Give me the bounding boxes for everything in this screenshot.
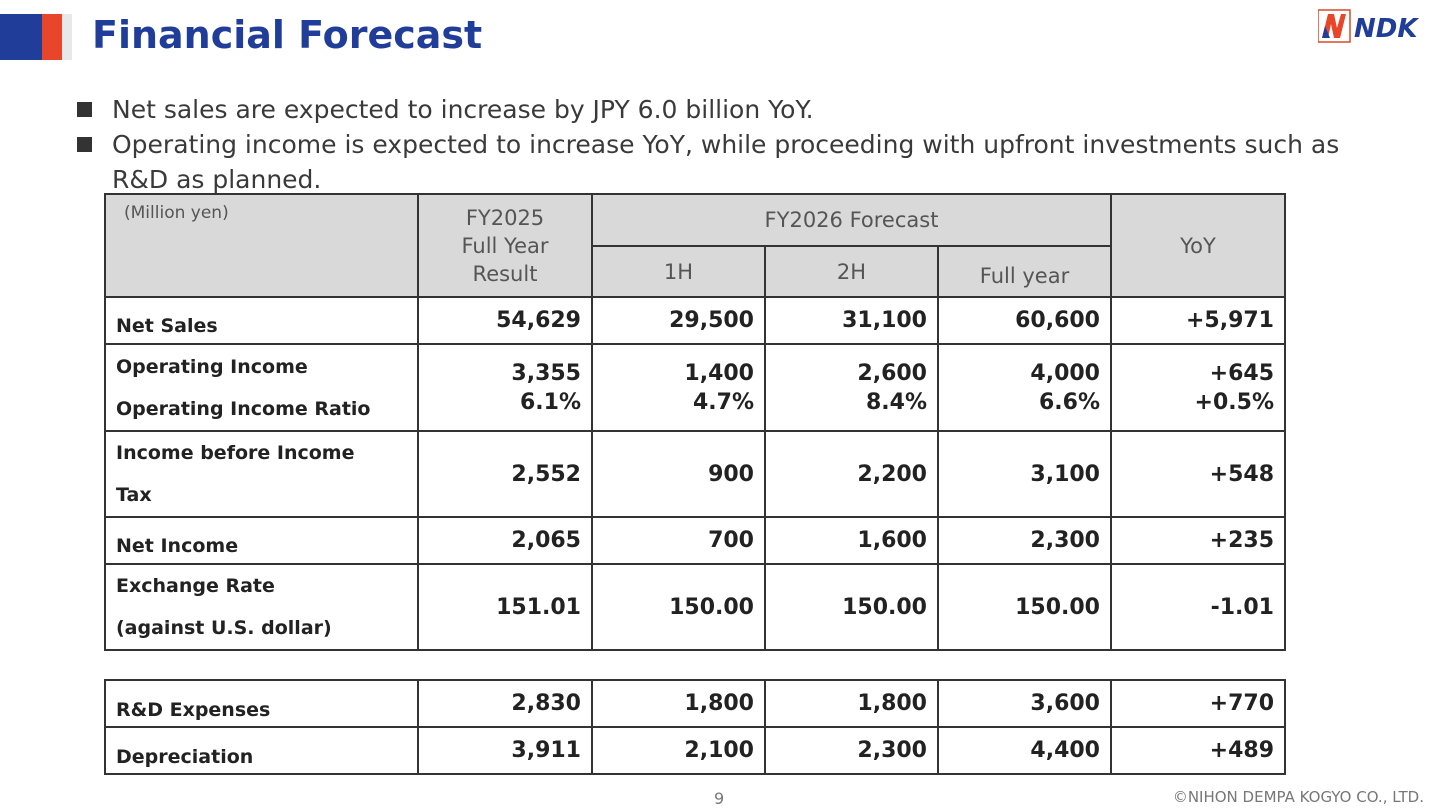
1h-header: 1H (591, 245, 766, 298)
cell-1h: 150.00 (591, 563, 766, 651)
cell-fy2025: 3,911 (417, 726, 593, 775)
cell-1h: 1,800 (591, 679, 766, 728)
cell-1h: 29,500 (591, 296, 766, 345)
unit-label: (Million yen) (124, 203, 229, 223)
cell-2h: 2,200 (764, 430, 939, 518)
cell-yoy: +489 (1110, 726, 1286, 775)
ndk-logo: NDK (1318, 9, 1419, 44)
cell-yoy: +548 (1110, 430, 1286, 518)
title-accent-bar (0, 14, 76, 60)
cell-full-year: 60,600 (937, 296, 1112, 345)
table-row: Exchange Rate (against U.S. dollar) 151.… (104, 563, 1286, 651)
cell-fy2025: 151.01 (417, 563, 593, 651)
page-title: Financial Forecast (92, 13, 483, 57)
cell-yoy: +5,971 (1110, 296, 1286, 345)
table-row: Operating Income Operating Income Ratio … (104, 343, 1286, 432)
row-label: Net Sales (104, 296, 419, 345)
row-label: Operating Income Operating Income Ratio (104, 343, 419, 432)
row-label: R&D Expenses (104, 679, 419, 728)
cell-full-year: 4,000 6.6% (937, 343, 1112, 432)
cell-yoy: +235 (1110, 516, 1286, 565)
page-number: 9 (714, 789, 725, 808)
cell-full-year: 150.00 (937, 563, 1112, 651)
cell-full-year: 2,300 (937, 516, 1112, 565)
cell-1h: 2,100 (591, 726, 766, 775)
forecast-table: (Million yen) FY2025 Full Year Result FY… (104, 193, 1286, 651)
2h-header: 2H (764, 245, 939, 298)
cell-full-year: 3,100 (937, 430, 1112, 518)
table-row: Income before Income Tax 2,552 900 2,200… (104, 430, 1286, 518)
yoy-header: YoY (1110, 193, 1286, 298)
table-row: Depreciation 3,911 2,100 2,300 4,400 +48… (104, 726, 1286, 775)
cell-fy2025: 2,830 (417, 679, 593, 728)
row-label: Depreciation (104, 726, 419, 775)
table-row: Net Sales 54,629 29,500 31,100 60,600 +5… (104, 296, 1286, 345)
cell-yoy: +645 +0.5% (1110, 343, 1286, 432)
table-row: R&D Expenses 2,830 1,800 1,800 3,600 +77… (104, 679, 1286, 728)
cell-full-year: 4,400 (937, 726, 1112, 775)
cell-yoy: -1.01 (1110, 563, 1286, 651)
copyright: ©NIHON DEMPA KOGYO CO., LTD. (1172, 788, 1424, 806)
cell-2h: 150.00 (764, 563, 939, 651)
table-row: Net Income 2,065 700 1,600 2,300 +235 (104, 516, 1286, 565)
svg-text:NDK: NDK (1354, 14, 1419, 44)
bullet-square-icon (77, 102, 92, 117)
full-year-header: Full year (937, 245, 1112, 298)
row-label: Net Income (104, 516, 419, 565)
cell-2h: 31,100 (764, 296, 939, 345)
cell-1h: 700 (591, 516, 766, 565)
bullet-item: Net sales are expected to increase by JP… (74, 92, 1364, 127)
cell-1h: 900 (591, 430, 766, 518)
bullet-item: Operating income is expected to increase… (74, 127, 1364, 197)
cell-2h: 1,800 (764, 679, 939, 728)
cell-2h: 1,600 (764, 516, 939, 565)
cell-fy2025: 2,065 (417, 516, 593, 565)
bullet-square-icon (77, 137, 92, 152)
cell-fy2025: 54,629 (417, 296, 593, 345)
cell-1h: 1,400 4.7% (591, 343, 766, 432)
unit-header-cell: (Million yen) (104, 193, 419, 298)
row-label: Exchange Rate (against U.S. dollar) (104, 563, 419, 651)
cell-2h: 2,300 (764, 726, 939, 775)
cell-fy2025: 2,552 (417, 430, 593, 518)
row-label: Income before Income Tax (104, 430, 419, 518)
cell-yoy: +770 (1110, 679, 1286, 728)
cell-2h: 2,600 8.4% (764, 343, 939, 432)
expenses-table: R&D Expenses 2,830 1,800 1,800 3,600 +77… (104, 679, 1286, 775)
bullet-list: Net sales are expected to increase by JP… (74, 92, 1364, 197)
fy2026-forecast-header: FY2026 Forecast (591, 193, 1112, 247)
cell-fy2025: 3,355 6.1% (417, 343, 593, 432)
fy2025-header: FY2025 Full Year Result (417, 193, 593, 298)
cell-full-year: 3,600 (937, 679, 1112, 728)
